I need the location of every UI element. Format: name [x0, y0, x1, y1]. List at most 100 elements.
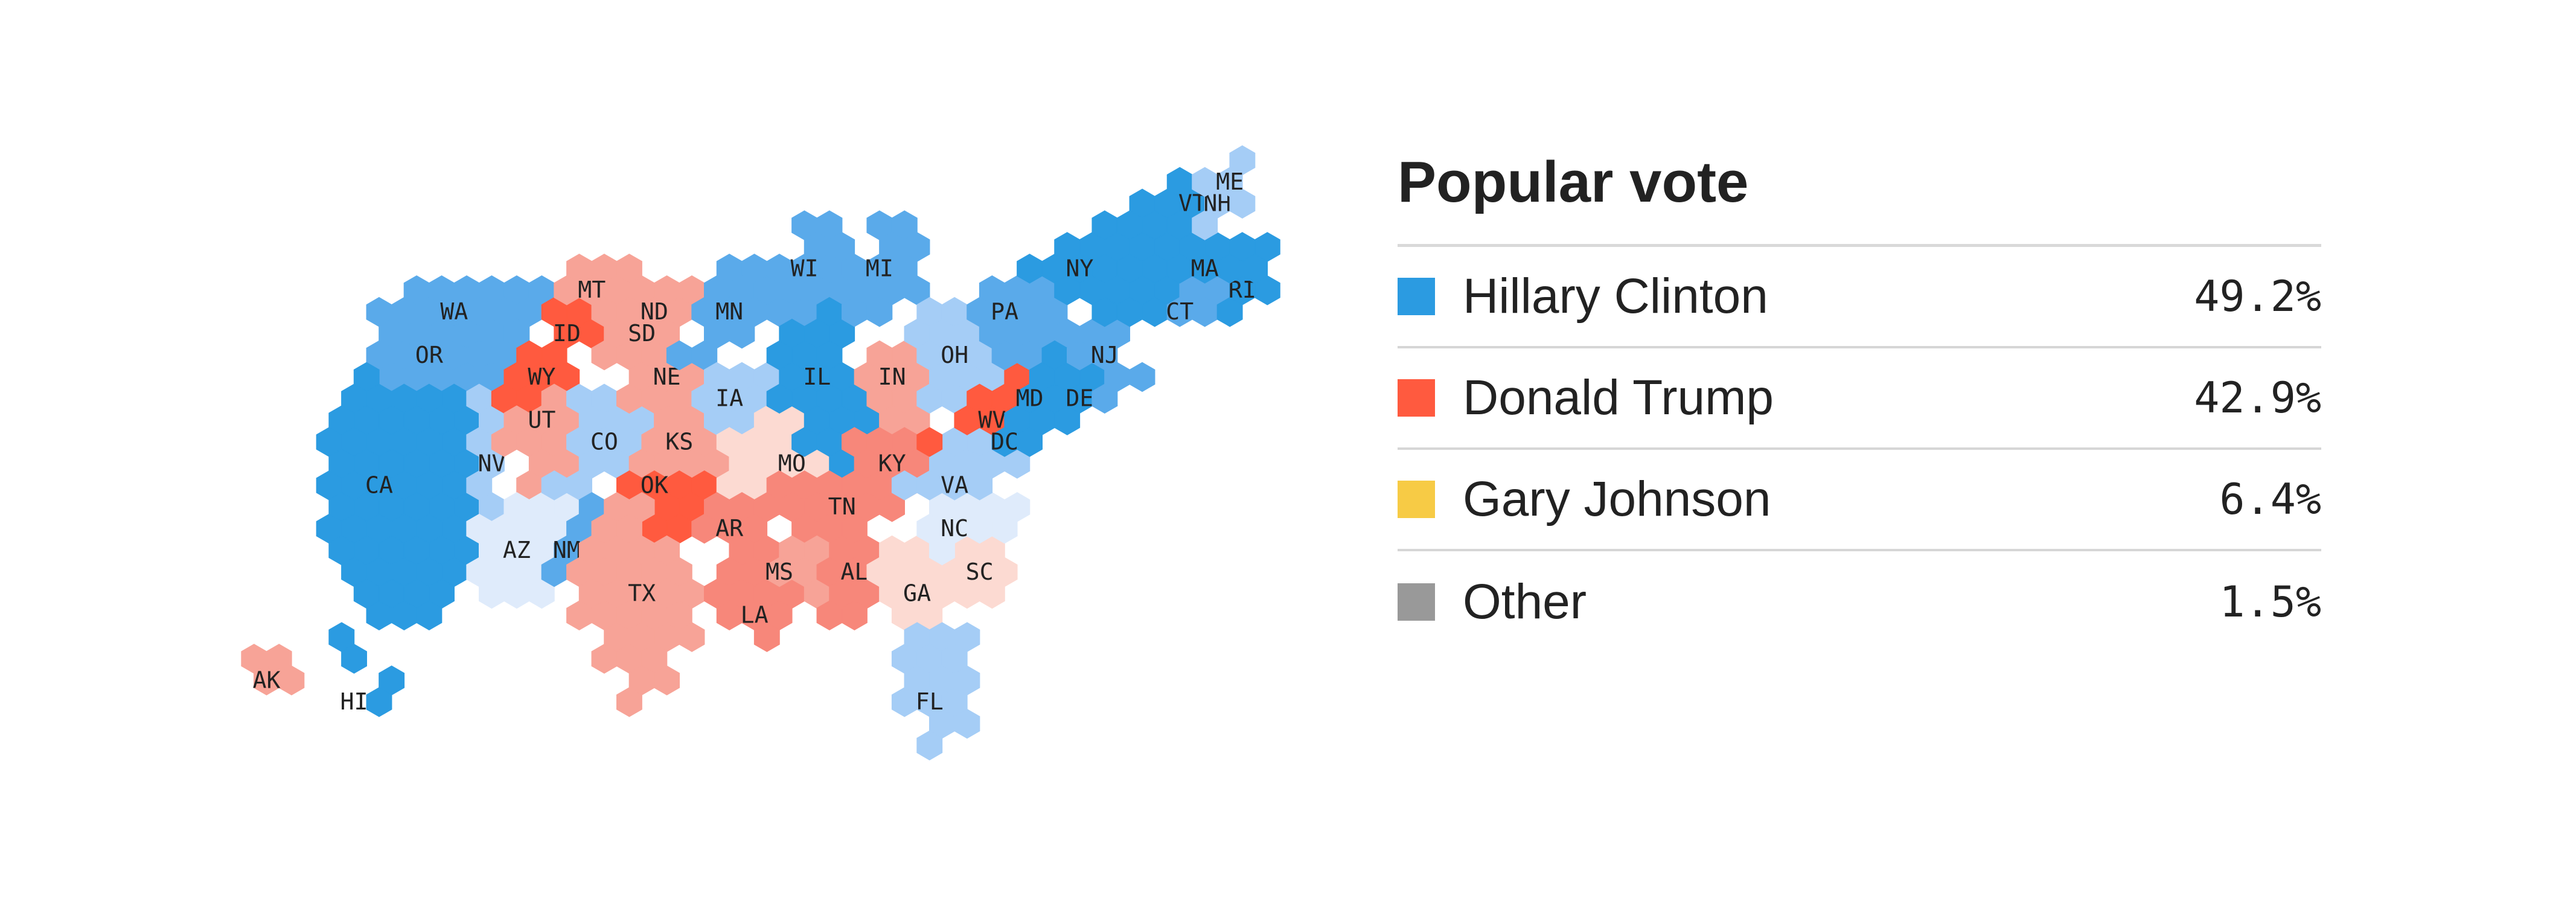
- state-label: SD: [628, 320, 656, 347]
- state-wi[interactable]: WI: [766, 210, 855, 327]
- state-label: CT: [1166, 298, 1194, 325]
- state-label: ME: [1216, 168, 1244, 196]
- state-label: UT: [528, 407, 555, 434]
- state-ks[interactable]: KS: [628, 405, 730, 479]
- state-hex: [366, 687, 392, 717]
- state-co[interactable]: CO: [541, 383, 655, 501]
- trump-swatch: [1398, 379, 1435, 417]
- state-label: TN: [828, 493, 856, 520]
- hex-map: WA OR CA NV ID MT WY UT AZ CO NM ND SD NE KS OK TX MN IA MO…: [217, 60, 1304, 845]
- state-tx[interactable]: TX: [566, 492, 705, 717]
- state-id[interactable]: ID: [516, 296, 605, 371]
- state-hex: [1216, 296, 1243, 327]
- state-vt[interactable]: VT: [1166, 167, 1206, 240]
- state-al[interactable]: AL: [816, 535, 880, 630]
- state-label: CA: [365, 472, 393, 499]
- clinton-swatch: [1398, 278, 1435, 315]
- candidate-name: Donald Trump: [1463, 370, 1774, 425]
- state-de[interactable]: DE: [1054, 362, 1105, 435]
- state-hex: [1017, 427, 1043, 457]
- state-wy[interactable]: WY: [491, 362, 580, 414]
- state-hex: [1091, 383, 1118, 414]
- state-sc[interactable]: SC: [941, 535, 1018, 609]
- state-va[interactable]: VA: [891, 427, 1031, 501]
- other-swatch: [1398, 583, 1435, 621]
- state-hex: [1229, 188, 1256, 219]
- state-label: AR: [715, 515, 744, 542]
- state-ga[interactable]: GA: [866, 535, 955, 630]
- legend-row-clinton: Hillary Clinton 49.2%: [1398, 247, 2321, 348]
- state-label: LA: [741, 602, 769, 629]
- state-hex: [1129, 362, 1155, 392]
- vote-share: 1.5%: [2219, 577, 2321, 627]
- state-nd[interactable]: ND: [641, 275, 705, 327]
- state-label: ID: [553, 320, 581, 347]
- state-label: IL: [803, 363, 831, 391]
- state-wa[interactable]: WA: [366, 275, 555, 349]
- state-az[interactable]: AZ: [466, 492, 580, 609]
- state-label: WA: [440, 298, 468, 325]
- state-ak[interactable]: AK: [241, 644, 305, 696]
- state-hex: [916, 427, 943, 457]
- state-hi[interactable]: HI: [328, 622, 405, 717]
- legend-divider: [1398, 244, 2321, 247]
- state-ia[interactable]: IA: [691, 362, 780, 435]
- vote-share: 42.9%: [2194, 373, 2321, 423]
- state-hex: [729, 318, 755, 349]
- state-nc[interactable]: NC: [916, 492, 1031, 566]
- state-label: MN: [715, 298, 743, 325]
- state-label: SC: [966, 559, 994, 586]
- johnson-swatch: [1398, 481, 1435, 518]
- state-tn[interactable]: TN: [766, 470, 905, 544]
- state-fl[interactable]: FL: [891, 622, 980, 761]
- state-label: VA: [941, 472, 968, 499]
- state-me[interactable]: ME: [1192, 145, 1256, 219]
- state-ne[interactable]: NE: [616, 362, 705, 414]
- state-ca[interactable]: CA: [316, 362, 480, 630]
- state-ny[interactable]: NY: [1017, 188, 1180, 327]
- state-mi[interactable]: MI: [841, 210, 930, 327]
- state-mt[interactable]: MT: [554, 254, 655, 327]
- state-hex: [679, 622, 705, 652]
- state-ut[interactable]: UT: [491, 383, 580, 501]
- state-label: IN: [878, 363, 906, 391]
- state-label: MS: [765, 559, 793, 586]
- state-label: PA: [991, 298, 1018, 325]
- state-hex: [416, 600, 443, 630]
- state-label: MT: [578, 277, 606, 304]
- state-label: FL: [916, 688, 944, 716]
- state-label: IA: [715, 385, 743, 412]
- vote-share: 6.4%: [2219, 475, 2321, 524]
- popular-vote-legend: Popular vote Hillary Clinton 49.2% Donal…: [1398, 140, 2321, 653]
- state-nv[interactable]: NV: [466, 383, 506, 522]
- candidate-name: Other: [1463, 574, 1587, 629]
- state-ms[interactable]: MS: [765, 535, 830, 609]
- state-wv[interactable]: WV: [916, 362, 1031, 457]
- state-label: DC: [991, 428, 1018, 455]
- state-hex: [967, 470, 993, 501]
- state-la[interactable]: LA: [704, 557, 805, 652]
- map-layer: WAORCANVIDMTWYUTAZCONMNDSDNEKSOKTXMNIAMO…: [241, 145, 1280, 761]
- state-label: NY: [1066, 255, 1093, 282]
- state-label: WI: [790, 255, 818, 282]
- state-mn[interactable]: MN: [666, 254, 780, 371]
- state-ar[interactable]: AR: [691, 492, 780, 566]
- state-label: MA: [1191, 255, 1219, 282]
- state-hex: [616, 687, 642, 717]
- state-ma[interactable]: MA: [1166, 232, 1280, 284]
- state-ct[interactable]: CT: [1166, 275, 1230, 327]
- state-label: OH: [941, 342, 968, 369]
- state-hex: [1192, 210, 1218, 240]
- legend-row-other: Other 1.5%: [1398, 551, 2321, 653]
- state-il[interactable]: IL: [766, 296, 880, 479]
- state-sd[interactable]: SD: [591, 318, 680, 371]
- state-dc[interactable]: DC: [991, 427, 1043, 457]
- state-or[interactable]: OR: [366, 340, 517, 392]
- state-nj[interactable]: NJ: [1066, 318, 1155, 414]
- state-label: KS: [665, 428, 693, 455]
- hex-cartogram: WAORCANVIDMTWYUTAZCONMNDSDNEKSOKTXMNIAMO…: [241, 145, 1280, 761]
- state-label: CO: [590, 428, 618, 455]
- state-md[interactable]: MD: [1004, 340, 1081, 435]
- state-label: HI: [340, 688, 368, 716]
- state-ok[interactable]: OK: [616, 470, 718, 544]
